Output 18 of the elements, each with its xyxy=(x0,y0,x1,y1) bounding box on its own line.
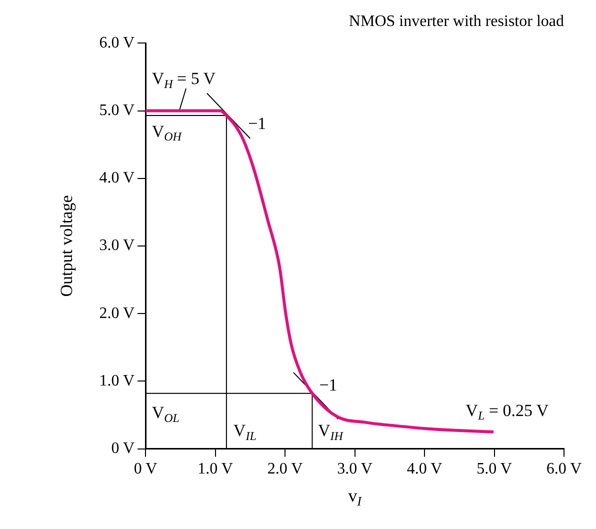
x-tick-label: 4.0 V xyxy=(406,460,443,478)
y-tick-label: 4.0 V xyxy=(99,170,135,187)
y-tick-label: 6.0 V xyxy=(99,34,135,52)
y-tick-label: 3.0 V xyxy=(99,237,135,254)
x-tick-label: 1.0 V xyxy=(198,460,234,478)
y-tick-label: 1.0 V xyxy=(99,372,135,390)
x-tick-label: 0 V xyxy=(134,460,158,478)
y-tick-label: 0 V xyxy=(111,440,135,458)
x-tick-label: 3.0 V xyxy=(337,460,373,478)
y-tick-label: 2.0 V xyxy=(99,304,135,322)
annotation: −1 xyxy=(319,375,338,394)
x-tick-label: 5.0 V xyxy=(476,460,512,478)
y-tick-label: 5.0 V xyxy=(99,102,135,120)
chart-title: NMOS inverter with resistor load xyxy=(348,12,564,30)
y-axis-title: Output voltage xyxy=(57,195,76,297)
annotation: −1 xyxy=(248,114,266,133)
x-tick-label: 6.0 V xyxy=(546,460,582,478)
x-tick-label: 2.0 V xyxy=(267,460,304,478)
